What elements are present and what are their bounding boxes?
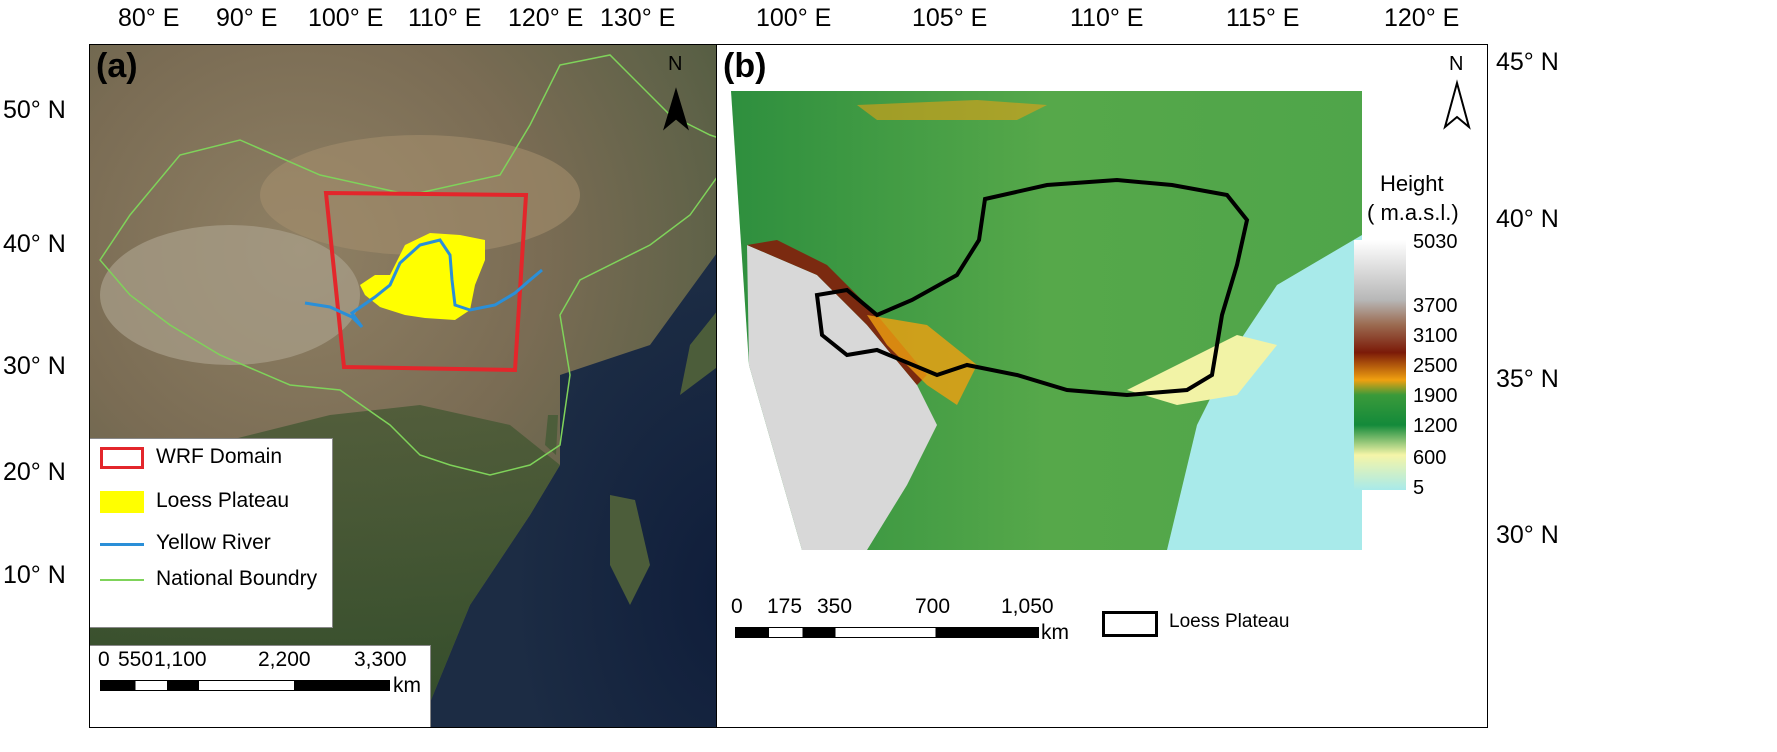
- scale-unit: km: [1041, 621, 1069, 644]
- lon-tick: 90° E: [216, 4, 278, 32]
- lon-tick: 80° E: [118, 4, 180, 32]
- colorbar-tick: 3100: [1413, 325, 1458, 347]
- lat-tick: 50° N: [3, 96, 66, 124]
- national-boundary-swatch: [100, 579, 144, 581]
- colorbar-tick: 3700: [1413, 295, 1458, 317]
- tibetan-plateau-area: [100, 225, 360, 365]
- lat-tick: 40° N: [1496, 205, 1559, 233]
- lon-tick: 105° E: [912, 4, 988, 32]
- elevation-map-svg: [731, 79, 1471, 550]
- satellite-map-panel: (a) N WRF Domain Loess Plateau Yellow Ri…: [89, 44, 791, 728]
- lon-tick: 100° E: [756, 4, 832, 32]
- north-label: N: [1449, 53, 1464, 75]
- colorbar-tick: 1200: [1413, 415, 1458, 437]
- lon-tick: 115° E: [1226, 4, 1300, 32]
- loess-plateau-outline: [814, 177, 1250, 398]
- lon-tick: 130° E: [600, 4, 676, 32]
- ocean-area: [420, 195, 790, 727]
- north-arrow-icon: [663, 87, 689, 131]
- colorbar-title: Height: [1380, 171, 1444, 196]
- legend-label: Yellow River: [156, 531, 271, 554]
- yellow-lowland: [1127, 335, 1277, 405]
- panel-a-label: (a): [96, 47, 138, 85]
- lat-tick: 30° N: [3, 352, 66, 380]
- colorbar-tick: 1900: [1413, 385, 1458, 407]
- north-china-plain: [1167, 235, 1362, 550]
- lat-tick: 20° N: [3, 458, 66, 486]
- northern-orange-ridge: [857, 100, 1047, 120]
- north-label: N: [668, 53, 683, 75]
- tibetan-plateau-high: [747, 245, 937, 550]
- national-boundary-line: [99, 54, 742, 476]
- legend-box: WRF Domain Loess Plateau Yellow River Na…: [90, 438, 333, 628]
- lon-tick: 110° E: [408, 4, 482, 32]
- yellow-river-line: [304, 238, 543, 329]
- yellow-river-swatch: [100, 543, 144, 546]
- legend-label: WRF Domain: [156, 445, 283, 468]
- scale-bar: 0 550 1,100 2,200 3,300 km: [90, 645, 431, 727]
- scale-tick: 175: [767, 595, 803, 618]
- scale-unit: km: [393, 674, 421, 697]
- lat-tick: 40° N: [3, 230, 66, 258]
- colorbar-tick: 600: [1413, 447, 1447, 469]
- colorbar-tick: 2500: [1413, 355, 1458, 377]
- lon-tick: 100° E: [308, 4, 384, 32]
- lat-tick: 35° N: [1496, 365, 1559, 393]
- scale-tick: 350: [817, 595, 853, 618]
- panel-b-label: (b): [723, 47, 767, 85]
- lon-tick: 110° E: [1070, 4, 1144, 32]
- tibetan-plateau-slope: [747, 240, 927, 385]
- scale-tick: 700: [915, 595, 951, 618]
- colorbar-unit: ( m.a.s.l.): [1367, 200, 1459, 225]
- lat-tick: 10° N: [3, 561, 66, 589]
- scale-tick: 0: [98, 648, 110, 671]
- taiwan-island: [545, 415, 558, 455]
- loess-plateau-swatch: [100, 491, 144, 513]
- lon-tick: 120° E: [1384, 4, 1460, 32]
- legend-label: Loess Plateau: [156, 489, 290, 512]
- lat-tick: 45° N: [1496, 48, 1559, 76]
- lon-tick: 120° E: [508, 4, 584, 32]
- elevation-map-panel: (b) N Height ( m.a.s.l.) 5030 3700 3100 …: [716, 44, 1488, 728]
- legend-label: Loess Plateau: [1169, 611, 1290, 632]
- scale-tick: 1,050: [1001, 595, 1054, 618]
- scale-tick: 2,200: [258, 648, 311, 671]
- scale-tick: 0: [731, 595, 743, 618]
- north-arrow-icon: [1443, 79, 1471, 130]
- scale-tick: 550: [118, 648, 154, 671]
- legend-label: National Boundry: [156, 567, 318, 590]
- colorbar-tick: 5030: [1413, 231, 1458, 253]
- scale-segments: [735, 627, 1039, 638]
- scale-tick: 3,300: [354, 648, 407, 671]
- colorbar: [1354, 240, 1406, 490]
- plateau-orange: [867, 315, 977, 405]
- scale-tick: 1,100: [154, 648, 207, 671]
- wrf-domain-swatch: [100, 447, 144, 469]
- scale-segments: [100, 680, 390, 691]
- loess-outline-swatch: [1102, 611, 1158, 637]
- colorbar-tick: 5: [1413, 477, 1425, 499]
- lat-tick: 30° N: [1496, 521, 1559, 549]
- philippines-island: [610, 495, 650, 605]
